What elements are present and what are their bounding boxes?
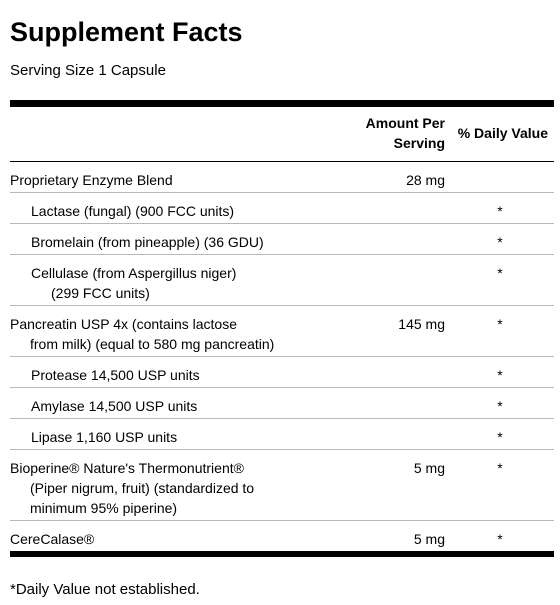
ingredient-daily-value: * [497,429,503,445]
ingredient-name: Bromelain (from pineapple) (36 GDU) [31,232,331,252]
ingredient-line: Pancreatin USP 4x (contains lactose [10,316,237,332]
ingredient-line: from milk) (equal to 580 mg pancreatin) [30,336,275,352]
table-row: Protease 14,500 USP units * [10,357,554,388]
table-row: Lactase (fungal) (900 FCC units) * [10,193,554,224]
ingredient-amount: 5 mg [413,460,445,476]
table-row: Proprietary Enzyme Blend 28 mg [10,162,554,193]
daily-value-header: % Daily Value [457,125,548,141]
ingredient-line: (299 FCC units) [51,285,150,301]
ingredient-daily-value: * [497,203,503,219]
ingredient-line: Amylase 14,500 USP units [31,398,198,414]
table-row: Lipase 1,160 USP units * [10,419,554,450]
serving-size: Serving Size 1 Capsule [10,62,166,79]
ingredient-line: CereCalase® [10,531,95,547]
ingredient-name: Amylase 14,500 USP units [31,396,331,416]
supplement-facts-table: Amount Per Serving % Daily Value Proprie… [10,100,554,557]
table-header: Amount Per Serving % Daily Value [10,107,554,162]
ingredient-amount: 145 mg [398,316,445,332]
top-divider [10,100,554,107]
ingredient-line: Protease 14,500 USP units [31,367,200,383]
amount-per-serving-header: Amount Per Serving [365,115,445,151]
ingredient-daily-value: * [497,531,503,547]
footnote: *Daily Value not established. [10,581,200,598]
ingredient-name: Proprietary Enzyme Blend [10,170,330,190]
ingredient-daily-value: * [497,460,503,476]
bottom-divider [10,551,554,557]
page-title: Supplement Facts [10,17,243,47]
ingredient-amount: 28 mg [406,172,445,188]
table-row: Cellulase (from Aspergillus niger) (299 … [10,255,554,306]
ingredient-amount: 5 mg [413,531,445,547]
ingredient-name: Bioperine® Nature's Thermonutrient® (Pip… [10,458,330,518]
ingredient-name: Pancreatin USP 4x (contains lactose from… [10,314,330,354]
table-row: Bioperine® Nature's Thermonutrient® (Pip… [10,450,554,521]
ingredient-line: (Piper nigrum, fruit) (standardized to [30,480,255,496]
ingredient-line: Bioperine® Nature's Thermonutrient® [10,460,244,476]
table-row: CereCalase® 5 mg * [10,521,554,551]
ingredient-name: CereCalase® [10,529,330,549]
ingredient-name: Lipase 1,160 USP units [31,427,331,447]
ingredient-name: Protease 14,500 USP units [31,365,331,385]
ingredient-name: Lactase (fungal) (900 FCC units) [31,201,331,221]
ingredient-line: Bromelain (from pineapple) (36 GDU) [31,234,264,250]
ingredient-line: Lactase (fungal) (900 FCC units) [31,203,235,219]
ingredient-daily-value: * [497,316,503,332]
ingredient-name: Cellulase (from Aspergillus niger) (299 … [31,263,331,303]
table-row: Pancreatin USP 4x (contains lactose from… [10,306,554,357]
ingredient-daily-value: * [497,234,503,250]
ingredient-line: Lipase 1,160 USP units [31,429,178,445]
ingredient-daily-value: * [497,367,503,383]
table-row: Bromelain (from pineapple) (36 GDU) * [10,224,554,255]
ingredient-line: Cellulase (from Aspergillus niger) [31,265,237,281]
ingredient-line: Proprietary Enzyme Blend [10,172,173,188]
ingredient-line: minimum 95% piperine) [30,500,178,516]
table-row: Amylase 14,500 USP units * [10,388,554,419]
ingredient-daily-value: * [497,265,503,281]
ingredient-daily-value: * [497,398,503,414]
